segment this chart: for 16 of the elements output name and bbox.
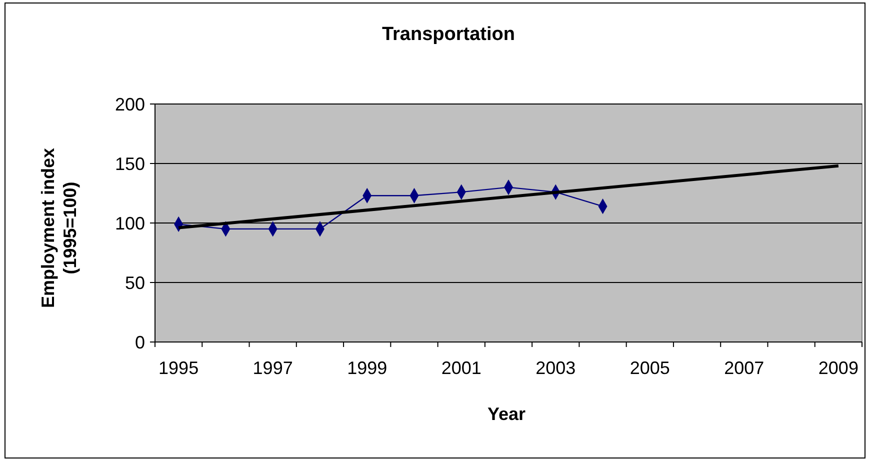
- x-tick-label: 1999: [347, 358, 388, 378]
- x-tick-label: 2009: [818, 358, 858, 378]
- x-tick-label: 2003: [536, 358, 576, 378]
- x-tick-label: 1997: [252, 358, 293, 378]
- y-tick-label: 0: [134, 332, 145, 352]
- y-tick-label: 150: [114, 154, 145, 174]
- y-tick-label: 50: [124, 272, 145, 293]
- x-tick-label: 2007: [724, 358, 764, 378]
- y-axis-title: Employment index (1995=100): [38, 148, 80, 308]
- x-tick-label: 1995: [158, 358, 199, 378]
- x-axis-title: Year: [487, 404, 526, 424]
- x-tick-label: 2005: [630, 358, 670, 378]
- x-tick-label: 2001: [441, 358, 482, 378]
- chart-title: Transportation: [382, 24, 516, 45]
- y-tick-label: 200: [114, 94, 145, 114]
- y-tick-label: 100: [114, 213, 145, 234]
